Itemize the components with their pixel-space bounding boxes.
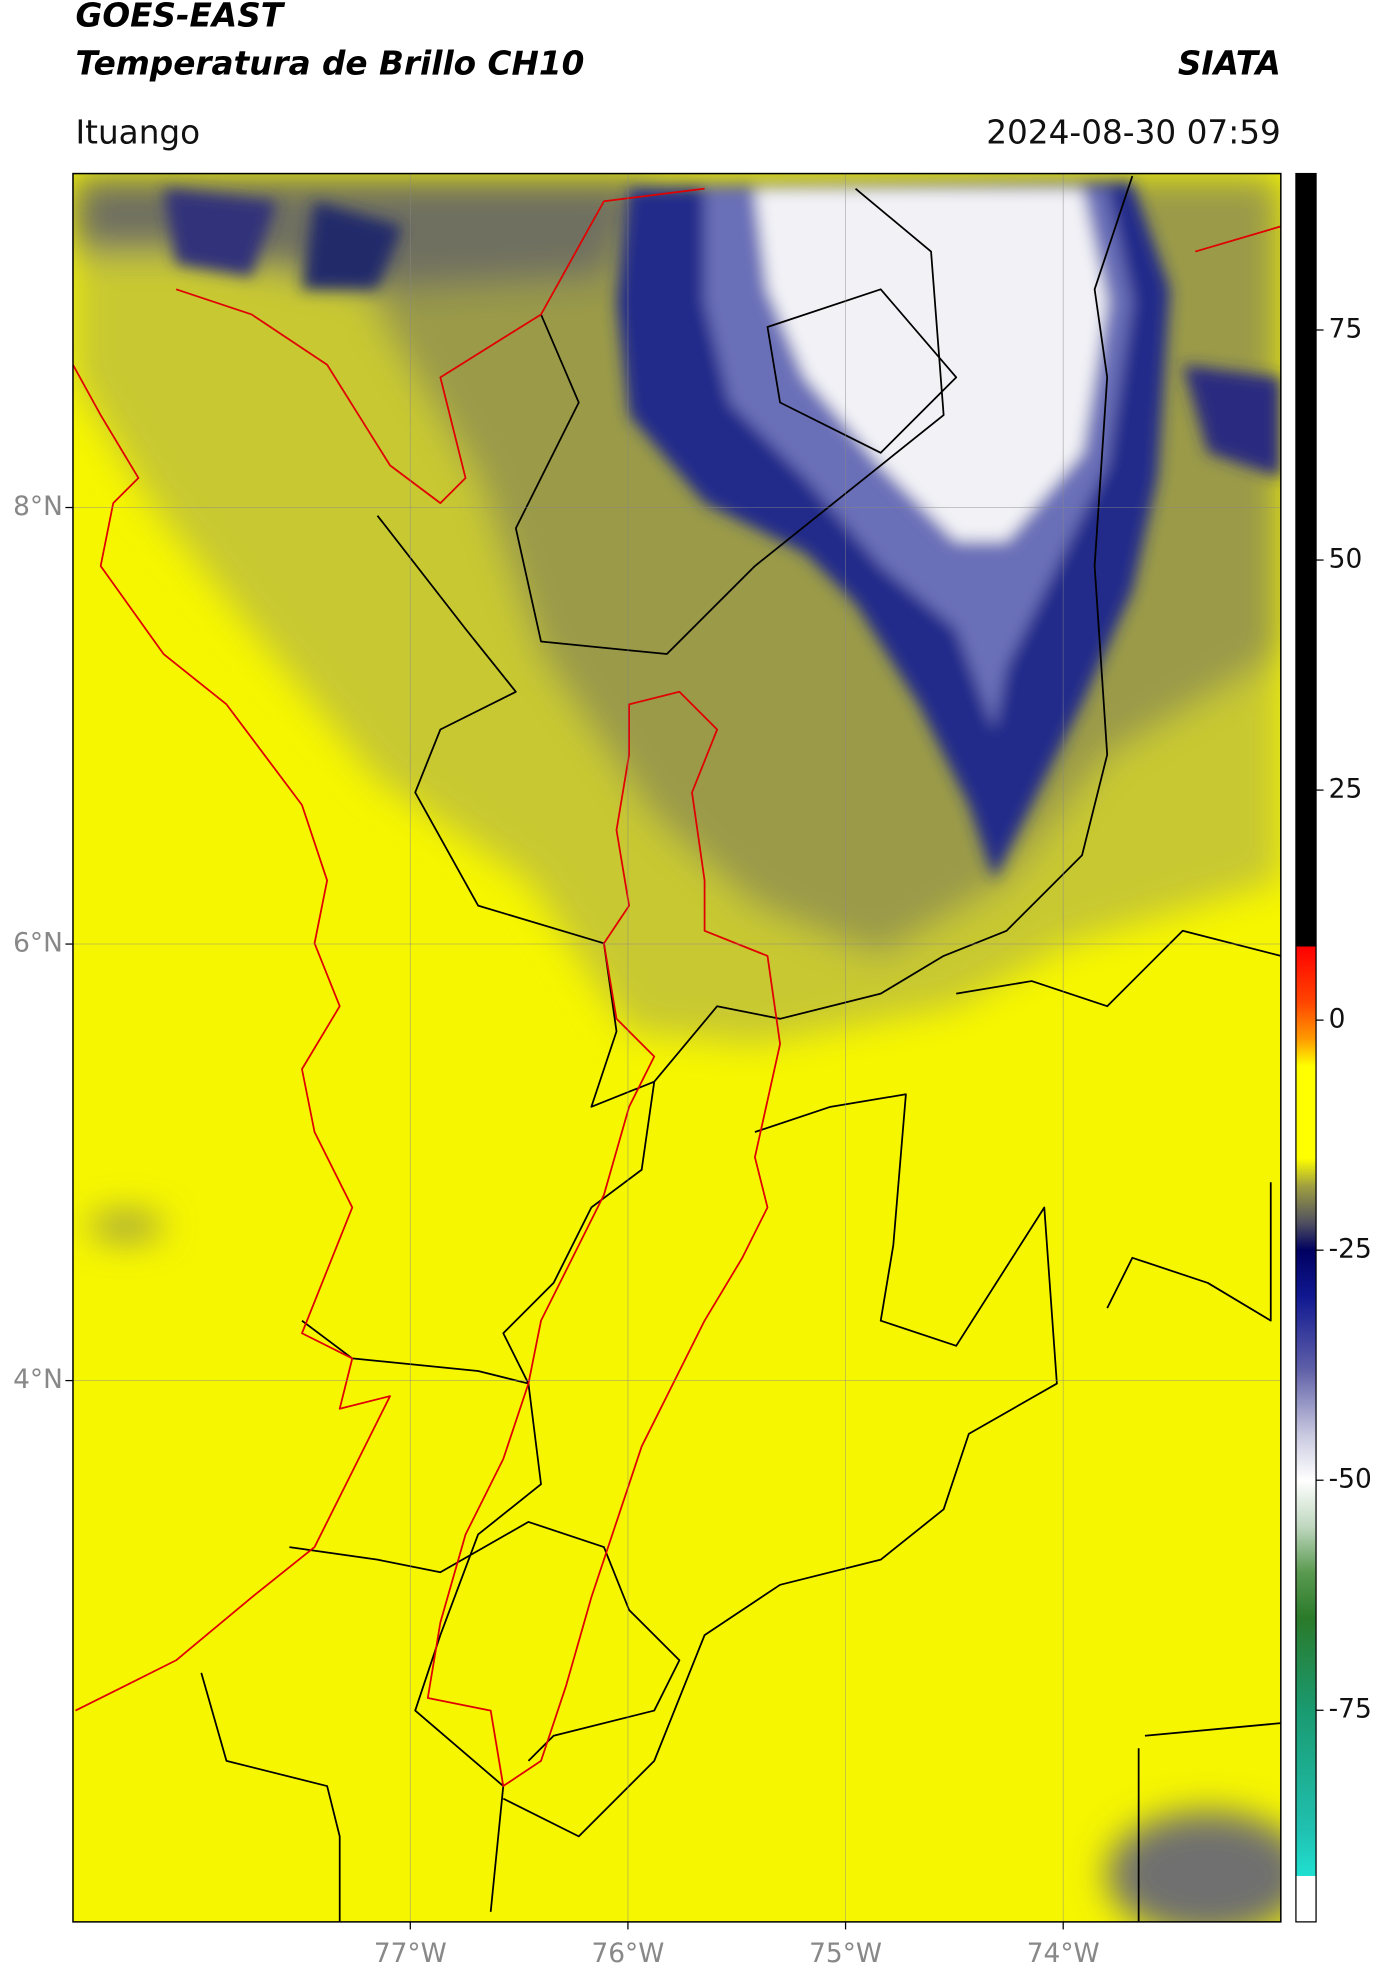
colorbar-tick-label: 25 (1329, 774, 1363, 805)
colorbar-tick-label: 0 (1329, 1004, 1346, 1035)
colorbar-tick-label: -50 (1329, 1464, 1372, 1495)
map-frame (72, 172, 1282, 1923)
source: SIATA (1178, 44, 1281, 82)
colorbar (1295, 172, 1317, 1923)
timestamp: 2024-08-30 07:59 (986, 114, 1281, 152)
title: GOES-EAST (75, 0, 285, 35)
region: Ituango (75, 114, 200, 152)
x-tick-label: 76°W (591, 1938, 664, 1969)
x-tick-label: 77°W (374, 1938, 447, 1969)
y-tick-label: 8°N (13, 491, 63, 522)
colorbar-tick-label: 50 (1329, 544, 1363, 575)
colorbar-tick-label: 75 (1329, 314, 1363, 345)
y-tick-label: 4°N (13, 1364, 63, 1395)
subtitle: Temperatura de Brillo CH10 (75, 44, 584, 82)
x-tick-label: 74°W (1027, 1938, 1100, 1969)
colorbar-tick-label: -25 (1329, 1234, 1372, 1265)
map-image (72, 173, 1281, 1922)
y-tick-label: 6°N (13, 928, 63, 959)
x-tick-label: 75°W (809, 1938, 882, 1969)
colorbar-tick-label: -75 (1329, 1694, 1372, 1725)
